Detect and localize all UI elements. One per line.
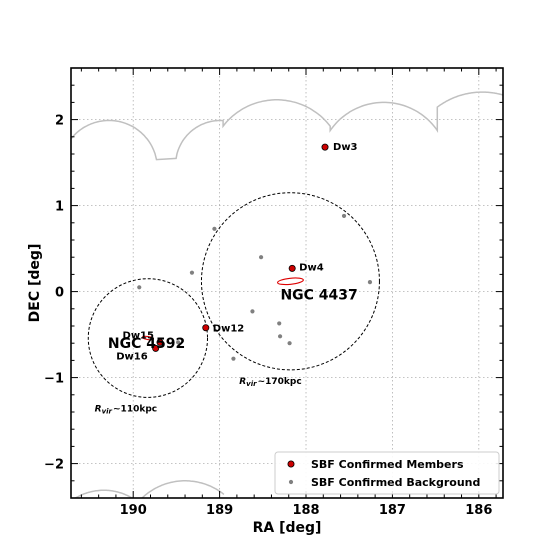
background-point [189,270,195,275]
background-point [287,341,292,346]
legend-member-marker [287,460,295,468]
rvir-label: Rvir~110kpc [95,404,157,415]
member-label: Dw3 [333,142,358,153]
data-points [137,143,373,361]
survey-footprint [71,91,503,498]
axis-ticks: 190 189 188 187 186 −2 −1 0 1 2 [44,67,503,518]
member-point [288,264,296,272]
host-galaxy-label: NGC 4592 [108,336,185,352]
host-galaxy-label: NGC 4437 [280,287,357,303]
member-label: Dw16 [116,351,147,362]
x-tick-label: 186 [465,503,492,518]
background-point [231,356,236,361]
legend-member-label: SBF Confirmed Members [311,458,464,471]
x-axis-title: RA [deg] [253,520,322,536]
x-tick-label: 187 [379,503,406,518]
background-point [341,213,347,219]
host-galaxy-ellipse [141,335,155,341]
background-point [212,226,217,231]
x-tick-label: 188 [292,503,319,518]
host-galaxy-ellipse [277,277,304,286]
virial-circle [87,278,209,398]
legend: SBF Confirmed Members SBF Confirmed Backg… [274,451,500,495]
legend-box [274,451,500,495]
background-point [367,280,373,285]
y-tick-label: 1 [55,200,64,215]
rvir-subscript: vir [102,407,113,415]
background-point [176,340,181,345]
member-point [202,324,210,332]
legend-background-label: SBF Confirmed Background [311,476,480,489]
background-point [137,285,142,290]
y-tick-label: −2 [44,458,64,473]
y-axis-title: DEC [deg] [27,244,43,323]
plot-frame [70,67,504,499]
member-label: Dw4 [299,262,324,273]
x-tick-label: 189 [206,503,233,518]
legend-background-marker [288,479,294,485]
x-tick-label: 190 [120,503,147,518]
rvir-symbol: R [95,404,102,414]
rvir-subscript: vir [246,380,257,388]
survey-edge-bottom [74,480,225,498]
rvir-value: ~170kpc [258,377,302,387]
rvir-label: Rvir~170kpc [239,377,301,388]
member-label: Dw15 [123,330,154,341]
member-point [152,344,160,352]
rvir-symbol: R [239,377,246,387]
member-point [156,338,164,346]
survey-edge-top [71,91,503,161]
y-tick-label: 2 [55,114,64,129]
member-point [321,143,329,151]
background-point [258,255,264,260]
background-point [250,309,255,314]
grid-lines [71,68,503,498]
virial-circle [200,192,380,371]
rvir-value: ~110kpc [113,404,157,414]
virial-circles [87,192,380,398]
background-point [277,321,282,326]
y-tick-label: −1 [44,372,64,387]
member-label: Dw12 [213,324,244,335]
y-tick-label: 0 [55,286,64,301]
background-point [277,334,283,339]
